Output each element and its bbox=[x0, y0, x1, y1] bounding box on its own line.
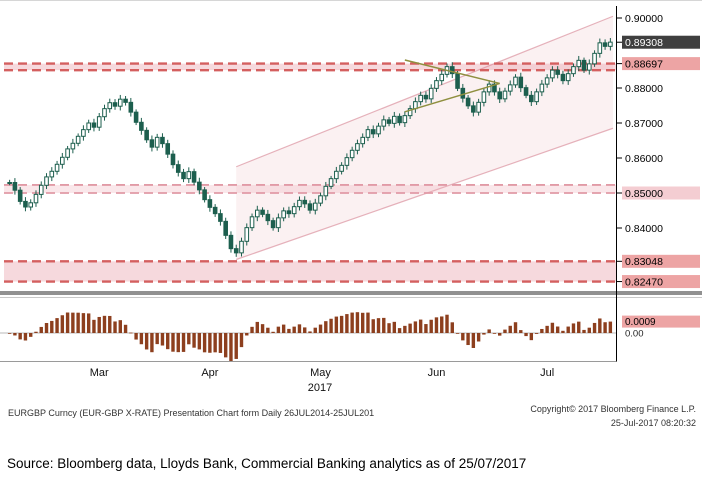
chart-descriptor: EURGBP Curncy (EUR-GBP X-RATE) Presentat… bbox=[8, 408, 375, 418]
y-axis: 0.90000 0.89308 0.88697 0.88000 0.87000 0.860… bbox=[616, 6, 700, 362]
panel-separator bbox=[0, 291, 702, 295]
y-axis-price-label: 0.88000 bbox=[625, 83, 663, 95]
triangle-pattern bbox=[404, 59, 500, 113]
y-axis-price-label: 0.90000 bbox=[625, 13, 663, 25]
zone-band bbox=[4, 63, 617, 71]
price-label-highlight bbox=[622, 275, 700, 289]
timestamp-text: 25-Jul-2017 08:20:32 bbox=[610, 417, 696, 428]
x-axis-month-label: Jul bbox=[540, 367, 554, 379]
eurgbp-price-chart: 0.90000 0.89308 0.88697 0.88000 0.87000 0.860… bbox=[0, 0, 702, 394]
oscillator-value-label: 0.0009 bbox=[625, 317, 656, 328]
price-label-highlight bbox=[622, 254, 700, 268]
y-axis-price-label: 0.88697 bbox=[625, 58, 663, 70]
oscillator-zero-label: 0.00 bbox=[625, 329, 644, 340]
zone-band bbox=[4, 184, 617, 193]
y-axis-price-label: 0.89308 bbox=[625, 37, 663, 49]
price-label-highlight bbox=[622, 186, 700, 200]
chart-footer: EURGBP Curncy (EUR-GBP X-RATE) Presentat… bbox=[0, 401, 702, 430]
top-border bbox=[0, 0, 702, 1]
y-axis-price-label: 0.83048 bbox=[625, 256, 663, 268]
copyright-text: Copyright© 2017 Bloomberg Finance L.P. bbox=[530, 404, 696, 414]
x-axis-month-label: Apr bbox=[201, 367, 218, 379]
chart-footer-right: Copyright© 2017 Bloomberg Finance L.P. 2… bbox=[530, 401, 702, 430]
trend-channel bbox=[236, 15, 614, 261]
zone-band bbox=[4, 261, 617, 282]
source-attribution: Source: Bloomberg data, Lloyds Bank, Com… bbox=[7, 456, 527, 471]
candlesticks bbox=[7, 38, 613, 257]
panel-separator-thin bbox=[0, 297, 702, 298]
oscillator-histogram bbox=[0, 312, 617, 361]
price-label-highlight bbox=[622, 35, 700, 49]
y-axis-price-label: 0.86000 bbox=[625, 153, 663, 165]
y-axis-price-label: 0.87000 bbox=[625, 118, 663, 130]
y-axis-price-label: 0.85000 bbox=[625, 188, 663, 200]
x-axis-year-label: 2017 bbox=[308, 382, 332, 394]
x-axis-month-label: May bbox=[310, 367, 331, 379]
x-axis-month-label: Jun bbox=[428, 367, 446, 379]
y-axis-price-label: 0.84000 bbox=[625, 223, 663, 235]
x-axis: Mar Apr May Jun Jul 2017 bbox=[90, 367, 554, 394]
oscillator-label-highlight bbox=[622, 315, 700, 328]
x-axis-month-label: Mar bbox=[90, 367, 109, 379]
y-axis-price-label: 0.82470 bbox=[625, 276, 663, 288]
price-label-highlight bbox=[622, 57, 700, 71]
support-resistance-zones bbox=[4, 62, 617, 283]
